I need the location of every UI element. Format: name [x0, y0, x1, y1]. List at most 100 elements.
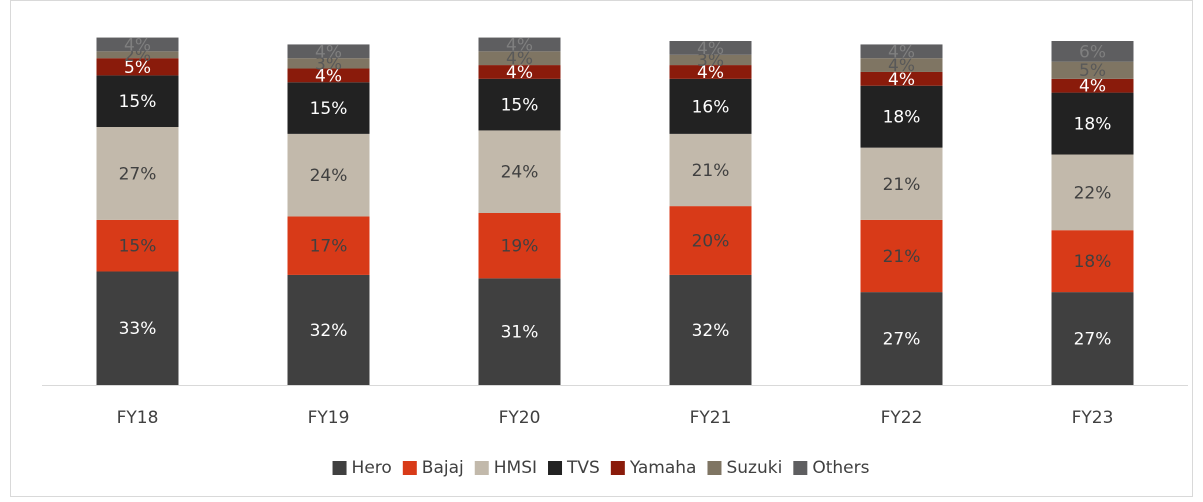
data-label: 20%	[692, 232, 730, 252]
legend-label: Yamaha	[629, 458, 697, 478]
bar-segment	[478, 37, 561, 52]
bar-segment	[1051, 230, 1134, 293]
bar-segment	[287, 58, 370, 69]
legend-swatch	[332, 461, 347, 475]
bar-segment	[287, 68, 370, 83]
chart-border	[10, 0, 1193, 497]
data-label: 27%	[1074, 330, 1112, 350]
legend-label: Bajaj	[422, 458, 464, 478]
data-label: 16%	[692, 97, 730, 117]
data-label: 19%	[501, 237, 539, 257]
x-tick-label: FY20	[499, 408, 541, 428]
legend-swatch	[548, 461, 563, 475]
bar-segment	[860, 71, 943, 86]
legend-swatch	[793, 461, 808, 475]
data-label: 5%	[1079, 61, 1106, 81]
x-tick-label: FY22	[881, 408, 923, 428]
data-label: 3%	[697, 51, 724, 71]
data-label: 15%	[501, 96, 539, 116]
data-label: 4%	[888, 42, 915, 62]
bar-segment	[860, 44, 943, 59]
data-label: 27%	[883, 330, 921, 350]
bar-segment	[1051, 41, 1134, 62]
bar-segment	[96, 75, 179, 127]
data-label: 4%	[315, 66, 342, 86]
bar-segment	[287, 133, 370, 217]
legend-swatch	[707, 461, 722, 475]
data-label: 32%	[692, 321, 730, 341]
data-label: 17%	[310, 237, 348, 257]
data-label: 4%	[506, 49, 533, 69]
data-label: 4%	[697, 63, 724, 83]
data-label: 4%	[506, 63, 533, 83]
data-label: 15%	[310, 99, 348, 119]
data-label: 5%	[124, 58, 151, 78]
legend-label: HMSI	[494, 458, 537, 478]
bar-segment	[96, 51, 179, 59]
bar-segment	[860, 147, 943, 220]
bar-segment	[669, 206, 752, 275]
data-label: 18%	[1074, 115, 1112, 135]
data-label: 24%	[310, 166, 348, 186]
data-label: 24%	[501, 163, 539, 183]
data-label: 21%	[692, 161, 730, 181]
bar-segment	[669, 41, 752, 55]
data-label: 4%	[124, 35, 151, 55]
bar-segment	[96, 37, 179, 52]
bar-segment	[1051, 61, 1134, 79]
data-label: 18%	[883, 108, 921, 128]
data-label: 15%	[119, 237, 157, 257]
bar-segment	[478, 65, 561, 79]
bar-segment	[1051, 92, 1134, 155]
bar-segment	[478, 130, 561, 213]
bar-segment	[96, 271, 179, 385]
data-label: 31%	[501, 323, 539, 343]
bar-segment	[860, 219, 943, 293]
bar-segment	[669, 133, 752, 207]
bar-segment	[478, 213, 561, 279]
bar-segment	[287, 274, 370, 385]
bar-segment	[1051, 292, 1134, 385]
data-label: 4%	[888, 70, 915, 90]
bar-segment	[669, 54, 752, 66]
bar-segment	[96, 127, 179, 220]
data-label: 15%	[119, 92, 157, 112]
bar-segment	[669, 65, 752, 79]
bar-segment	[669, 78, 752, 134]
data-label: 4%	[697, 39, 724, 59]
data-label: 6%	[1079, 42, 1106, 62]
data-label: 33%	[119, 319, 157, 339]
bar-segment	[287, 82, 370, 134]
bar-segment	[96, 58, 179, 76]
data-label: 3%	[315, 54, 342, 74]
x-tick-label: FY21	[690, 408, 732, 428]
x-tick-label: FY23	[1072, 408, 1114, 428]
data-label: 4%	[1079, 77, 1106, 97]
legend-label: Hero	[352, 458, 392, 478]
bar-segment	[478, 51, 561, 66]
bar-segment	[860, 85, 943, 148]
data-label: 18%	[1074, 252, 1112, 272]
data-label: 22%	[1074, 183, 1112, 203]
bar-segment	[1051, 78, 1134, 93]
x-tick-label: FY19	[308, 408, 350, 428]
bar-segment	[1051, 154, 1134, 231]
data-label: 32%	[310, 321, 348, 341]
bar-segment	[478, 278, 561, 385]
bar-segment	[287, 44, 370, 59]
bar-segment	[96, 219, 179, 272]
data-label: 4%	[888, 56, 915, 76]
bar-segment	[860, 292, 943, 385]
bar-segment	[669, 274, 752, 385]
legend-label: Others	[812, 458, 869, 478]
bar-segment	[287, 216, 370, 275]
data-label: 21%	[883, 175, 921, 195]
bar-segment	[860, 58, 943, 72]
legend-label: TVS	[566, 458, 600, 478]
data-label: 4%	[315, 42, 342, 62]
x-tick-label: FY18	[117, 408, 159, 428]
bar-segment	[478, 78, 561, 131]
legend-swatch	[474, 461, 489, 475]
legend-swatch	[402, 461, 417, 475]
